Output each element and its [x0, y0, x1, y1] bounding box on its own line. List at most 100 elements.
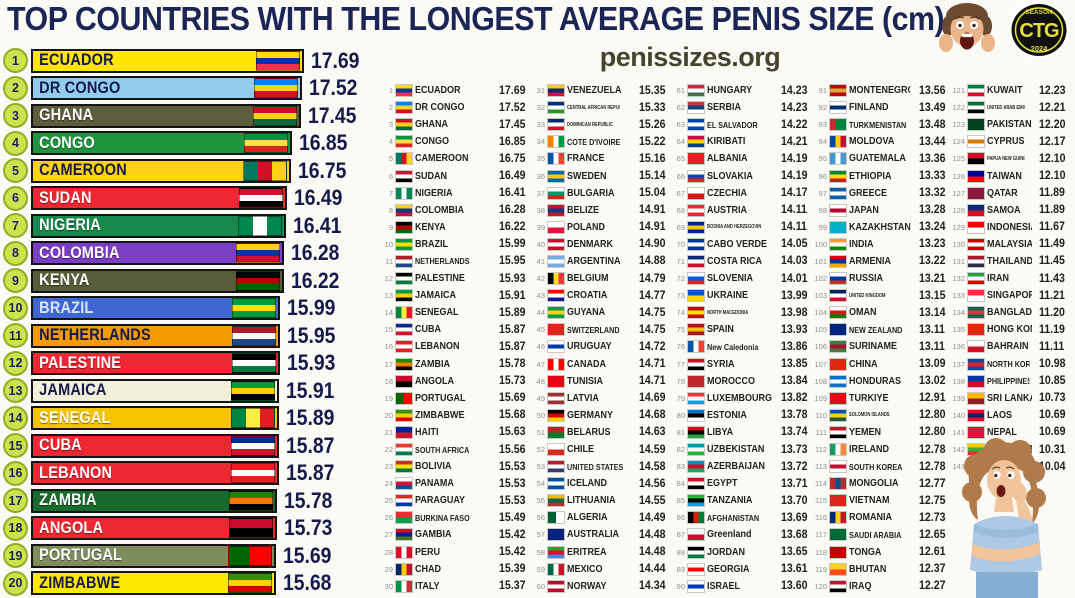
country-flag-icon: [395, 425, 413, 439]
bar-value: 15.93: [287, 350, 336, 376]
country-flag-icon: [829, 323, 847, 337]
bar-value: 17.52: [309, 75, 358, 101]
country-value: 14.34: [639, 580, 666, 593]
bar-row: 5 CAMEROON 16.75: [3, 157, 377, 185]
bar-row: 9 KENYA 16.22: [3, 267, 377, 295]
country-flag-icon: [547, 220, 565, 234]
country-value: 14.49: [639, 511, 666, 524]
country-label: JAMAICA: [39, 381, 107, 400]
country-flag-icon: [829, 272, 847, 286]
country-value: 13.36: [919, 152, 946, 165]
country-name: GUATEMALA: [849, 153, 906, 165]
country-name: PARAGUAY: [415, 495, 466, 507]
country-name: BELGIUM: [567, 273, 609, 285]
country-flag-icon: [687, 323, 705, 337]
country-value: 11.19: [1039, 323, 1065, 336]
country-flag-icon: [547, 84, 565, 98]
ranking-row: 112 IRELAND 12.78: [813, 441, 951, 458]
country-flag-icon: [395, 254, 413, 268]
country-value: 14.19: [781, 152, 808, 165]
country-name: COSTA RICA: [707, 255, 762, 267]
country-value: 14.91: [639, 221, 666, 234]
country-value: 13.09: [919, 358, 946, 371]
country-value: 15.16: [639, 152, 666, 165]
country-value: 13.24: [919, 221, 946, 234]
country-value: 11.11: [1039, 340, 1065, 353]
country-flag-icon: [547, 494, 565, 508]
ranking-row: 94 MOLDOVA 13.44: [813, 133, 951, 150]
badge-season-label: SEASON: [1025, 9, 1053, 16]
country-flag-icon: [967, 306, 985, 320]
rank-number: 15: [384, 325, 393, 335]
ranking-row: 125 PAPUA NEW GUINEA 12.10: [951, 150, 1071, 167]
country-name: SERBIA: [707, 102, 742, 114]
country-flag-icon: [547, 477, 565, 491]
top20-bar-chart: 1 ECUADOR 17.69 2 DR CONGO 17.52 3 GHANA 17.45 4 C…: [3, 47, 377, 597]
country-name: MONTENEGRO: [849, 85, 911, 97]
country-flag-icon: [829, 494, 847, 508]
ranking-row: 67 CZECHIA 14.17: [671, 185, 813, 202]
country-flag-icon: [236, 243, 280, 264]
country-name: UZBEKISTAN: [707, 444, 765, 456]
rank-number: 63: [676, 120, 685, 130]
country-name: SWEDEN: [567, 170, 607, 182]
rank-number: 52: [536, 445, 545, 455]
country-flag-icon: [829, 425, 847, 439]
ranking-row: 43 CROATIA 14.77: [531, 287, 671, 304]
bar-value: 15.68: [283, 570, 332, 596]
bar-value: 15.73: [284, 515, 333, 541]
rank-number: 85: [676, 496, 685, 506]
shocked-woman-face-image: [939, 3, 995, 52]
country-bar: PORTUGAL: [31, 543, 276, 568]
country-flag-icon: [244, 133, 288, 154]
country-name: BRAZIL: [415, 238, 449, 250]
country-name: BULGARIA: [567, 187, 615, 199]
ranking-row: 91 MONTENEGRO 13.56: [813, 82, 951, 99]
ranking-row: 9 KENYA 16.22: [379, 219, 531, 236]
country-label: CUBA: [39, 436, 82, 455]
rank-number: 112: [815, 445, 827, 455]
country-name: ROMANIA: [849, 512, 893, 524]
country-flag-icon: [395, 203, 413, 217]
country-flag-icon: [395, 101, 413, 115]
ranking-row: 44 GUYANA 14.75: [531, 304, 671, 321]
ranking-row: 45 SWITZERLAND 14.75: [531, 321, 671, 338]
rank-number: 59: [536, 564, 545, 574]
country-bar: SENEGAL: [31, 406, 279, 431]
rank-number: 12: [384, 274, 393, 284]
country-name: TÜRKIYE: [849, 392, 889, 404]
ranking-row: 25 PARAGUAY 15.53: [379, 492, 531, 509]
country-value: 14.03: [781, 255, 808, 268]
country-name: ESTONIA: [707, 409, 747, 421]
country-name: SENEGAL: [415, 307, 459, 319]
country-name: SOLOMON ISLANDS: [849, 412, 890, 419]
country-name: KAZAKHSTAN: [849, 221, 911, 233]
country-name: BURKINA FASO: [415, 512, 470, 523]
country-value: 12.75: [919, 494, 946, 507]
country-value: 13.44: [919, 135, 946, 148]
rank-number: 135: [952, 325, 965, 335]
country-flag-icon: [547, 340, 565, 354]
country-label: SENEGAL: [39, 408, 111, 427]
country-name: BOLIVIA: [415, 461, 452, 473]
ranking-row: 19 PORTUGAL 15.69: [379, 390, 531, 407]
rank-number: 111: [815, 427, 827, 437]
country-flag-icon: [547, 579, 565, 593]
country-name: ZAMBIA: [415, 358, 451, 370]
country-value: 17.69: [499, 84, 526, 97]
country-value: 14.91: [639, 204, 666, 217]
rank-number: 102: [814, 274, 827, 284]
country-value: 10.85: [1039, 375, 1066, 388]
country-flag-icon: [239, 188, 283, 209]
bar-row: 2 DR CONGO 17.52: [3, 75, 377, 103]
country-name: OMAN: [849, 307, 877, 319]
country-value: 15.53: [499, 477, 526, 490]
country-flag-icon: [829, 579, 847, 593]
rank-badge: 16: [3, 460, 28, 486]
country-name: EL SALVADOR: [707, 119, 758, 130]
country-flag-icon: [395, 494, 413, 508]
country-name: ISRAEL: [707, 580, 741, 592]
country-flag-icon: [395, 84, 413, 98]
rank-number: 69: [676, 222, 685, 232]
country-label: ECUADOR: [39, 51, 114, 70]
